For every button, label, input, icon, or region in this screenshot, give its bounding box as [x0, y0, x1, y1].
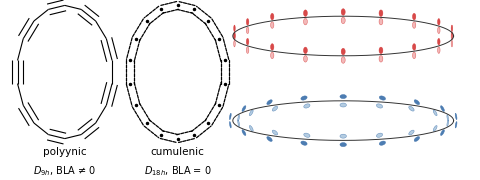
- Ellipse shape: [438, 19, 440, 25]
- Ellipse shape: [438, 38, 440, 45]
- Ellipse shape: [376, 133, 383, 137]
- Ellipse shape: [301, 141, 307, 145]
- Ellipse shape: [229, 113, 231, 120]
- Ellipse shape: [447, 120, 449, 127]
- Ellipse shape: [340, 134, 347, 138]
- Ellipse shape: [234, 32, 235, 39]
- Ellipse shape: [379, 47, 383, 54]
- Ellipse shape: [304, 133, 310, 137]
- Ellipse shape: [246, 19, 249, 25]
- Ellipse shape: [246, 27, 249, 34]
- Ellipse shape: [412, 52, 416, 59]
- Text: $D_{9h}$, BLA ≠ 0: $D_{9h}$, BLA ≠ 0: [33, 165, 96, 179]
- Ellipse shape: [340, 103, 347, 107]
- Ellipse shape: [379, 56, 383, 62]
- Ellipse shape: [267, 100, 272, 105]
- Ellipse shape: [379, 18, 383, 25]
- Ellipse shape: [341, 57, 345, 63]
- Ellipse shape: [303, 47, 307, 54]
- Ellipse shape: [455, 113, 457, 120]
- Ellipse shape: [412, 22, 416, 28]
- Ellipse shape: [249, 125, 253, 131]
- Ellipse shape: [303, 56, 307, 62]
- Ellipse shape: [379, 141, 385, 145]
- Ellipse shape: [409, 130, 414, 135]
- Ellipse shape: [234, 40, 235, 47]
- Ellipse shape: [272, 106, 277, 111]
- Ellipse shape: [303, 18, 307, 25]
- Ellipse shape: [272, 130, 277, 135]
- Ellipse shape: [341, 48, 345, 55]
- Ellipse shape: [271, 44, 274, 50]
- Ellipse shape: [447, 115, 449, 121]
- Ellipse shape: [379, 10, 383, 16]
- Ellipse shape: [433, 125, 437, 131]
- Ellipse shape: [441, 130, 444, 136]
- Ellipse shape: [441, 106, 444, 111]
- Text: polyynic: polyynic: [43, 147, 86, 157]
- Ellipse shape: [414, 137, 420, 141]
- Ellipse shape: [271, 52, 274, 59]
- Ellipse shape: [455, 122, 457, 128]
- Ellipse shape: [271, 13, 274, 20]
- Ellipse shape: [341, 9, 345, 15]
- Ellipse shape: [341, 17, 345, 24]
- Ellipse shape: [451, 33, 453, 40]
- Ellipse shape: [303, 10, 307, 16]
- Ellipse shape: [451, 40, 453, 47]
- Ellipse shape: [238, 120, 240, 127]
- Ellipse shape: [301, 96, 307, 100]
- Ellipse shape: [412, 13, 416, 20]
- Ellipse shape: [249, 110, 253, 116]
- Ellipse shape: [409, 106, 414, 111]
- Text: $D_{18h}$, BLA = 0: $D_{18h}$, BLA = 0: [144, 165, 211, 179]
- Ellipse shape: [234, 25, 235, 32]
- Ellipse shape: [242, 106, 246, 111]
- Ellipse shape: [376, 104, 383, 108]
- Ellipse shape: [438, 47, 440, 53]
- Ellipse shape: [271, 22, 274, 28]
- Ellipse shape: [304, 104, 310, 108]
- Ellipse shape: [340, 143, 347, 147]
- Ellipse shape: [412, 44, 416, 50]
- Text: cumulenic: cumulenic: [151, 147, 204, 157]
- Ellipse shape: [246, 38, 249, 45]
- Ellipse shape: [246, 47, 249, 53]
- Ellipse shape: [267, 137, 272, 141]
- Ellipse shape: [229, 122, 231, 128]
- Ellipse shape: [414, 100, 420, 105]
- Ellipse shape: [433, 110, 437, 116]
- Ellipse shape: [438, 27, 440, 34]
- Ellipse shape: [340, 94, 347, 99]
- Ellipse shape: [451, 25, 453, 32]
- Ellipse shape: [451, 32, 453, 39]
- Ellipse shape: [238, 115, 240, 121]
- Ellipse shape: [234, 33, 235, 40]
- Ellipse shape: [379, 96, 385, 100]
- Ellipse shape: [242, 130, 246, 136]
